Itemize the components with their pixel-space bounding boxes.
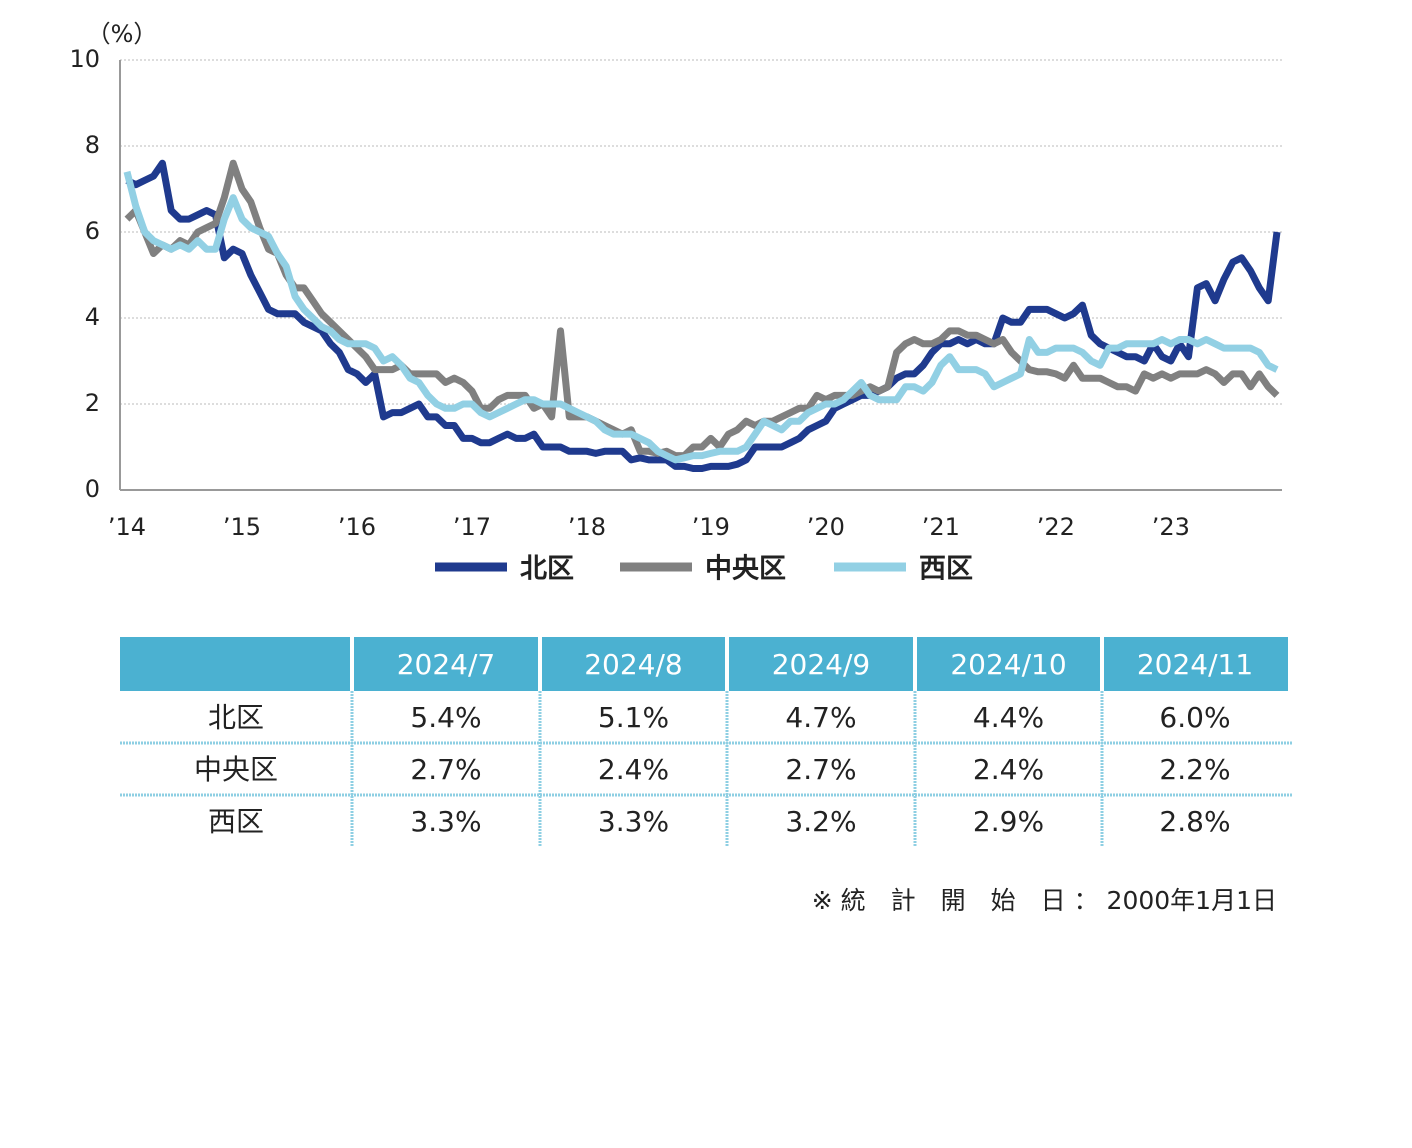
x-tick-label: ’23 [1152,513,1190,541]
table-cell: 4.7% [785,701,856,734]
x-tick-label: ’22 [1037,513,1075,541]
table-cell: 6.0% [1159,701,1230,734]
header-cell: 2024/10 [950,648,1066,681]
x-tick-label: ’17 [453,513,491,541]
legend-label: 北区 [520,554,574,585]
x-tick-label: ’14 [108,513,146,541]
x-tick-label: ’18 [568,513,606,541]
row-label: 北区 [208,701,264,734]
legend-label: 西区 [919,554,973,585]
x-tick-label: ’20 [807,513,845,541]
row-label: 中央区 [194,753,278,786]
table-cell: 2.9% [973,805,1044,838]
table-cell: 2.4% [973,753,1044,786]
header-cell: 2024/9 [772,648,871,681]
x-tick-label: ’16 [338,513,376,541]
row-label: 西区 [208,805,264,838]
header-cell: 2024/11 [1137,648,1253,681]
table-header-bg [120,637,1288,691]
y-tick-label: 4 [85,303,100,331]
table-cell: 3.2% [785,805,856,838]
table-cell: 5.1% [598,701,669,734]
series-line [124,159,1280,460]
series-line [123,170,1279,464]
table-cell: 3.3% [598,805,669,838]
header-cell: 2024/7 [397,648,496,681]
x-tick-label: ’15 [223,513,261,541]
note: ※ 統 計 開 始 日 ： 2000年1月1日 [812,886,1277,915]
y-tick-label: 6 [85,217,100,245]
table-cell: 2.8% [1159,805,1230,838]
table-cell: 2.7% [410,753,481,786]
x-tick-label: ’19 [692,513,730,541]
y-tick-label: 0 [85,475,100,503]
legend-label: 中央区 [705,554,786,585]
x-tick-label: ’21 [922,513,960,541]
table-cell: 2.2% [1159,753,1230,786]
table-cell: 2.4% [598,753,669,786]
table-cell: 5.4% [410,701,481,734]
series-line [125,159,1281,472]
y-tick-label: 10 [69,45,100,73]
table-cell: 2.7% [785,753,856,786]
y-axis-unit: （%） [87,20,158,48]
table-cell: 4.4% [973,701,1044,734]
y-tick-label: 2 [85,389,100,417]
table-cell: 3.3% [410,805,481,838]
y-tick-label: 8 [85,131,100,159]
header-cell: 2024/8 [584,648,683,681]
